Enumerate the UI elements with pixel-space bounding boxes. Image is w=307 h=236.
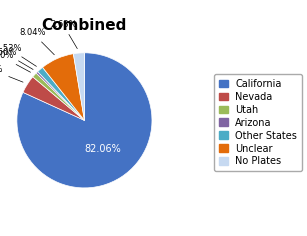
Wedge shape — [38, 67, 84, 120]
Text: 1.20%: 1.20% — [0, 51, 30, 72]
Wedge shape — [36, 72, 84, 120]
Title: Combined: Combined — [42, 18, 127, 33]
Wedge shape — [17, 53, 152, 188]
Wedge shape — [43, 54, 84, 120]
Text: 1.53%: 1.53% — [0, 43, 37, 66]
Wedge shape — [73, 53, 84, 120]
Wedge shape — [23, 77, 84, 120]
Text: 4.35%: 4.35% — [0, 65, 23, 82]
Text: 0.50%: 0.50% — [0, 48, 33, 69]
Text: 8.04%: 8.04% — [19, 28, 54, 55]
Text: 82.06%: 82.06% — [84, 144, 121, 154]
Legend: California, Nevada, Utah, Arizona, Other States, Unclear, No Plates: California, Nevada, Utah, Arizona, Other… — [214, 74, 302, 171]
Wedge shape — [33, 73, 84, 120]
Text: 2.63%: 2.63% — [50, 20, 77, 49]
